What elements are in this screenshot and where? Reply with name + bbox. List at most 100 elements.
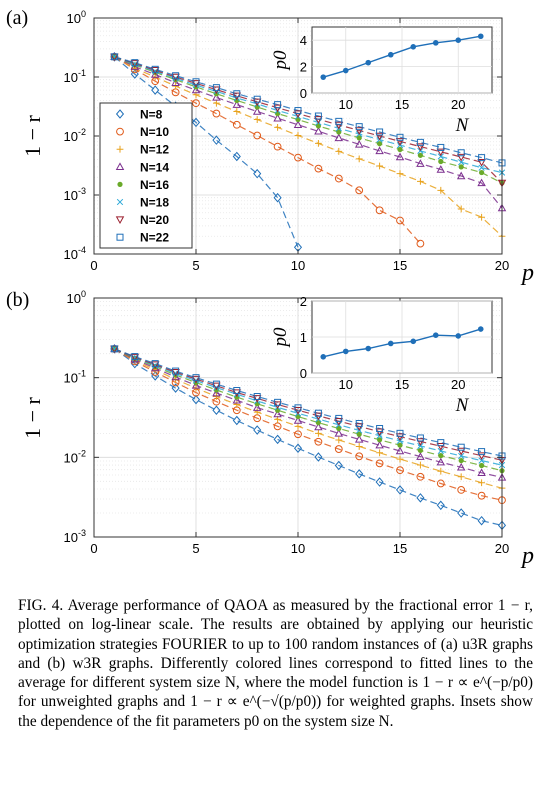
data-point	[375, 132, 384, 141]
data-point	[416, 434, 424, 442]
data-point	[315, 139, 322, 147]
data-point	[416, 143, 425, 152]
x-tick-label: 15	[393, 258, 407, 273]
series-n10	[110, 344, 506, 505]
data-point	[437, 467, 445, 475]
fit-line-n10	[114, 56, 421, 244]
data-point	[417, 447, 423, 454]
data-point	[376, 425, 384, 433]
data-point	[273, 104, 282, 113]
inset-point	[320, 354, 327, 360]
inset-y-tick-label: 1	[300, 330, 307, 345]
data-point	[232, 389, 242, 398]
data-point	[294, 107, 302, 115]
fit-line-n8	[114, 348, 503, 526]
data-point	[151, 360, 159, 368]
data-point	[396, 216, 404, 225]
data-point	[191, 117, 201, 128]
data-point	[438, 158, 444, 165]
data-point	[212, 135, 221, 145]
inset-x-axis-label: N	[455, 115, 470, 136]
fit-line-n16	[114, 348, 503, 472]
y-tick-label: 100	[67, 9, 86, 26]
data-point	[253, 95, 261, 103]
inset-point	[342, 348, 349, 355]
caption-text-2: for unweighted graphs and	[18, 693, 191, 711]
data-point	[213, 99, 220, 107]
inset-point	[365, 59, 372, 66]
data-point	[396, 455, 404, 463]
data-point	[131, 59, 139, 67]
inset-y-tick-label: 0	[300, 86, 307, 101]
data-point	[395, 446, 405, 455]
x-tick-label: 5	[192, 541, 199, 556]
data-point	[212, 86, 221, 95]
data-point	[395, 433, 405, 442]
data-point	[458, 452, 465, 460]
data-point	[397, 442, 403, 448]
data-point	[130, 69, 139, 79]
legend-label: N=14	[140, 160, 169, 174]
data-point	[334, 121, 344, 130]
data-point	[252, 395, 262, 403]
data-point	[335, 436, 343, 444]
data-point	[150, 67, 160, 75]
x-tick-label: 10	[291, 258, 305, 273]
data-point	[172, 367, 180, 375]
data-point	[232, 151, 241, 162]
data-point	[314, 452, 323, 462]
data-point	[375, 477, 384, 487]
data-point	[396, 429, 404, 437]
data-point	[334, 460, 343, 471]
data-point	[355, 469, 364, 479]
data-point	[232, 415, 241, 426]
data-point	[437, 447, 444, 455]
data-point	[436, 479, 445, 488]
data-point	[213, 393, 220, 400]
data-point	[376, 162, 383, 170]
data-point	[458, 164, 464, 170]
data-point	[457, 149, 465, 157]
data-point	[111, 53, 118, 60]
inset-point	[410, 338, 417, 345]
data-point	[294, 153, 302, 162]
data-point	[293, 416, 303, 424]
legend-box	[99, 102, 193, 249]
data-point	[151, 85, 160, 95]
data-point	[253, 168, 262, 179]
data-point	[233, 401, 241, 408]
data-point	[416, 138, 424, 146]
data-point	[314, 164, 323, 173]
legend-marker	[115, 216, 125, 225]
legend-label: N=16	[140, 178, 169, 192]
data-point	[253, 408, 261, 416]
data-point	[335, 147, 343, 155]
legend-label: N=20	[140, 213, 169, 227]
data-point	[191, 375, 201, 384]
inset-y-tick-label: 2	[300, 294, 307, 309]
data-point	[397, 146, 403, 153]
data-point	[478, 448, 486, 456]
figure-caption: FIG. 4. Average performance of QAOA as m…	[18, 596, 533, 731]
data-point	[232, 120, 241, 129]
data-point	[479, 169, 485, 176]
x-tick-label: 5	[192, 258, 199, 273]
panel-label: (b)	[6, 289, 29, 311]
legend-label: N=8	[140, 108, 163, 122]
fit-line-n14	[114, 56, 503, 209]
x-tick-label: 0	[90, 258, 97, 273]
data-point	[436, 457, 446, 466]
inset-point	[477, 326, 484, 332]
data-point	[457, 443, 465, 451]
data-point	[417, 442, 424, 450]
data-point	[335, 414, 343, 422]
data-point	[478, 457, 485, 464]
fit-line-n14	[114, 348, 503, 478]
y-tick-label: 10-1	[64, 369, 86, 386]
data-point	[212, 388, 221, 397]
data-point	[457, 205, 465, 213]
data-point	[354, 127, 364, 135]
data-point	[253, 116, 261, 123]
data-point	[274, 398, 282, 406]
